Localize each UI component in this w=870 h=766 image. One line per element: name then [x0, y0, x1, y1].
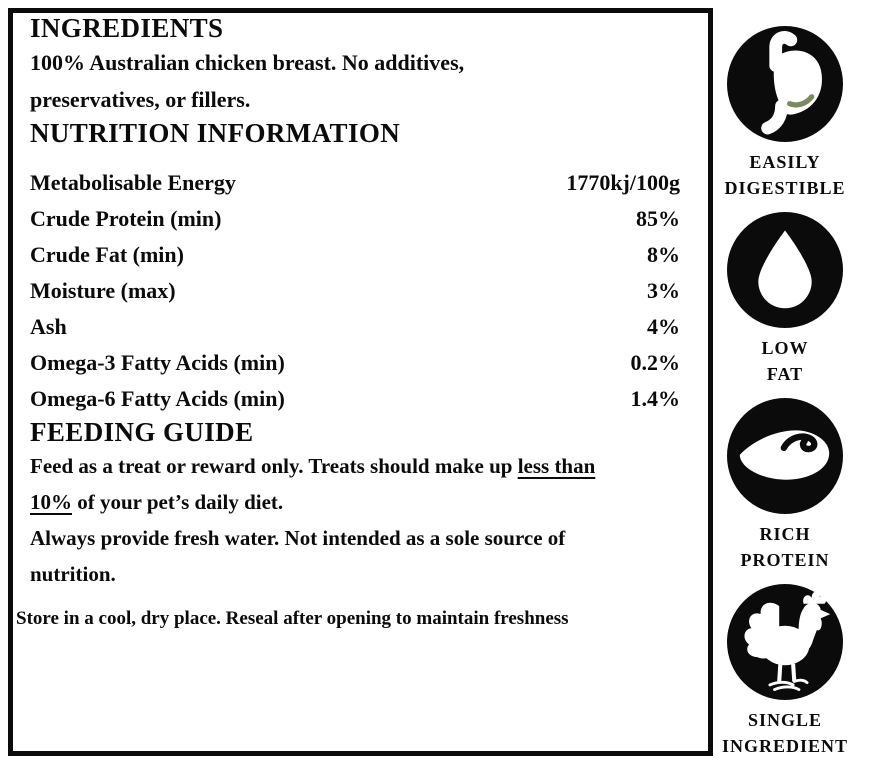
nutrient-label: Crude Fat (min): [30, 242, 184, 267]
ingredients-heading: INGREDIENTS: [30, 13, 224, 43]
feeding-guide-section: FEEDING GUIDE Feed as a treat or reward …: [30, 417, 680, 592]
feeding-guide-text-line: Always provide fresh water. Not intended…: [30, 526, 566, 550]
feeding-guide-text-line: Feed as a treat or reward only. Treats s…: [30, 448, 680, 484]
nutrient-label: Omega-3 Fatty Acids (min): [30, 350, 285, 375]
storage-note: Store in a cool, dry place. Reseal after…: [16, 608, 569, 629]
badge: LOW FAT: [727, 212, 843, 387]
nutrition-row: Omega-3 Fatty Acids (min) 0.2%: [30, 345, 680, 381]
nutrition-row: Ash 4%: [30, 309, 680, 345]
nutrient-label: Ash: [30, 314, 67, 339]
water-drop-icon: [727, 212, 843, 328]
badge-label: SINGLE INGREDIENT: [722, 707, 848, 759]
nutrition-row: Crude Protein (min) 85%: [30, 201, 680, 237]
badge: EASILY DIGESTIBLE: [724, 26, 845, 201]
nutrient-label: Metabolisable Energy: [30, 170, 236, 195]
badge-label-line: LOW: [761, 338, 809, 358]
nutrient-value: 1770kj/100g: [566, 170, 680, 195]
meat-fillet-icon: [727, 398, 843, 514]
nutrition-row: Omega-6 Fatty Acids (min) 1.4%: [30, 381, 680, 417]
feeding-text: Feed as a treat or reward only. Treats s…: [30, 454, 518, 478]
badge-label-line: INGREDIENT: [721, 736, 849, 756]
chicken-icon: [727, 584, 843, 700]
feeding-guide-text-line: 10% of your pet’s daily diet.: [30, 484, 680, 520]
nutrient-value: 0.2%: [630, 350, 681, 375]
badge-label-line: EASILY: [749, 152, 821, 172]
badge-label: EASILY DIGESTIBLE: [724, 149, 845, 201]
nutrient-value: 1.4%: [630, 386, 681, 411]
underlined-text: less than: [517, 454, 596, 478]
feeding-guide-heading: FEEDING GUIDE: [30, 417, 254, 447]
feeding-guide-text-line: nutrition.: [30, 562, 116, 586]
nutrient-value: 85%: [636, 206, 680, 231]
nutrition-row: Crude Fat (min) 8%: [30, 237, 680, 273]
badge-column: EASILY DIGESTIBLE LOW FAT: [693, 0, 870, 766]
underlined-text: 10%: [30, 490, 72, 514]
nutrient-value: 8%: [647, 242, 680, 267]
nutrition-table: Metabolisable Energy 1770kj/100g Crude P…: [30, 165, 680, 417]
ingredients-section: INGREDIENTS 100% Australian chicken brea…: [30, 13, 680, 118]
nutrition-row: Metabolisable Energy 1770kj/100g: [30, 165, 680, 201]
badge-label-line: RICH: [759, 524, 811, 544]
badge-label-line: FAT: [766, 364, 804, 384]
feeding-text: of your pet’s daily diet.: [72, 490, 284, 514]
badge-label: LOW FAT: [761, 335, 808, 387]
badge-label: RICH PROTEIN: [740, 521, 829, 573]
nutrition-section: NUTRITION INFORMATION Metabolisable Ener…: [30, 118, 680, 417]
nutrient-label: Omega-6 Fatty Acids (min): [30, 386, 285, 411]
badge-label-line: PROTEIN: [740, 550, 830, 570]
ingredients-text-line: 100% Australian chicken breast. No addit…: [30, 50, 465, 75]
nutrient-value: 4%: [647, 314, 680, 339]
stomach-icon: [727, 26, 843, 142]
nutrition-heading: NUTRITION INFORMATION: [30, 118, 401, 148]
ingredients-text-line: preservatives, or fillers.: [30, 87, 251, 112]
nutrient-label: Crude Protein (min): [30, 206, 222, 231]
nutrient-value: 3%: [647, 278, 680, 303]
badge-label-line: SINGLE: [747, 710, 823, 730]
badge-label-line: DIGESTIBLE: [724, 178, 846, 198]
nutrition-row: Moisture (max) 3%: [30, 273, 680, 309]
badge: RICH PROTEIN: [727, 398, 843, 573]
label-panel: INGREDIENTS 100% Australian chicken brea…: [8, 8, 713, 756]
nutrient-label: Moisture (max): [30, 278, 176, 303]
badge: SINGLE INGREDIENT: [722, 584, 848, 759]
